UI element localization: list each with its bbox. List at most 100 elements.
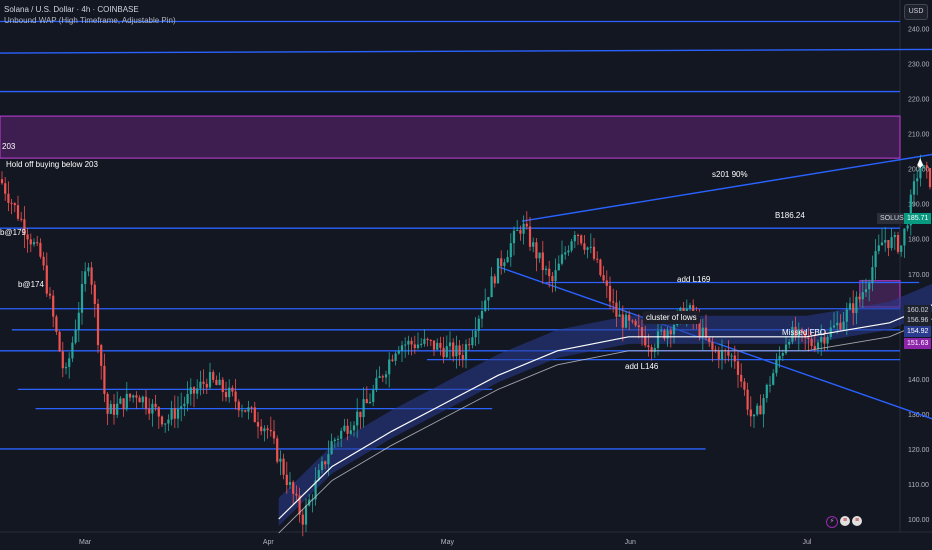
y-tick-label: 220.00 <box>908 97 930 104</box>
annotation-b179: b@179 <box>0 228 26 237</box>
candle-body <box>368 402 372 404</box>
candle-body <box>541 252 544 271</box>
candle-body <box>138 397 141 403</box>
candle-body <box>634 320 637 326</box>
candle-body <box>13 203 16 206</box>
candle-body <box>608 285 612 302</box>
candle-body <box>154 403 157 408</box>
candle-body <box>260 426 263 432</box>
candle-body <box>244 410 247 412</box>
candle-body <box>759 405 762 415</box>
candle-body <box>925 165 928 169</box>
candle-body <box>535 242 538 259</box>
candle-body <box>877 245 880 252</box>
x-tick-label: May <box>441 539 455 546</box>
candle-body <box>372 389 375 403</box>
candle-body <box>532 242 535 247</box>
candle-body <box>4 183 7 194</box>
candle-body <box>564 252 567 255</box>
candle-body <box>493 276 496 284</box>
candle-body <box>359 411 362 418</box>
indicator-title: Unbound WAP (High Timeframe, Adjustable … <box>4 16 176 25</box>
flag-icon[interactable]: ≡ <box>852 516 862 526</box>
candle-body <box>688 305 692 309</box>
candle-body <box>247 407 250 412</box>
candle-body <box>528 226 532 247</box>
candle-body <box>112 404 116 415</box>
candle-body <box>512 230 516 244</box>
candle-body <box>426 338 429 341</box>
candle-body <box>672 324 676 335</box>
candle-body <box>125 393 128 410</box>
candle-body <box>68 358 71 367</box>
candle-body <box>458 345 461 355</box>
candle-body <box>330 441 333 455</box>
x-tick-label: Apr <box>263 539 275 546</box>
candle-body <box>87 267 90 272</box>
candle-body <box>23 219 26 235</box>
candle-body <box>58 331 61 352</box>
candle-body <box>464 344 468 360</box>
candle-body <box>650 347 653 352</box>
candle-body <box>119 398 122 404</box>
candle-body <box>237 401 240 411</box>
candle-body <box>746 389 749 410</box>
candle-body <box>656 331 660 349</box>
candle-body <box>378 376 381 378</box>
candle-body <box>429 340 432 342</box>
candle-body <box>176 408 180 419</box>
candle-body <box>71 342 74 359</box>
currency-button[interactable]: USD <box>904 4 928 20</box>
candle-body <box>272 431 276 439</box>
candle-body <box>416 344 420 349</box>
candle-body <box>599 259 602 276</box>
candle-body <box>852 303 855 314</box>
candle-body <box>167 419 170 424</box>
candle-body <box>618 314 621 317</box>
candle-body <box>304 505 308 525</box>
candle-body <box>490 276 493 298</box>
candle-body <box>813 346 816 350</box>
candle-body <box>468 344 471 346</box>
vwap-lower-line <box>278 318 932 534</box>
candle-body <box>397 350 400 354</box>
flag-icon[interactable]: ≡ <box>840 516 850 526</box>
candle-body <box>128 393 132 398</box>
candle-body <box>711 342 714 350</box>
candle-body <box>669 330 672 335</box>
price-axis-bg <box>900 0 932 550</box>
price-label-154: 154.92 <box>904 326 932 337</box>
y-tick-label: 230.00 <box>908 62 930 69</box>
candle-body <box>743 381 746 390</box>
candle-body <box>186 394 189 404</box>
candle-body <box>503 262 506 267</box>
candle-body <box>621 314 624 328</box>
candle-body <box>589 246 592 248</box>
candle-body <box>509 243 512 258</box>
candle-body <box>576 234 580 236</box>
candle-body <box>752 414 756 417</box>
candle-body <box>519 230 522 234</box>
candle-body <box>109 404 112 414</box>
candle-body <box>234 391 237 402</box>
candle-body <box>816 342 820 350</box>
candle-body <box>858 296 861 300</box>
candle-body <box>103 365 106 394</box>
candle-body <box>612 301 615 303</box>
x-tick-label: Jun <box>625 539 636 546</box>
candle-body <box>474 330 477 338</box>
event-icons[interactable]: ⚡ ≡ ≡ <box>826 516 862 528</box>
candle-body <box>596 258 599 260</box>
candle-body <box>122 398 125 410</box>
candle-body <box>340 430 343 439</box>
candle-body <box>592 246 596 259</box>
candle-body <box>736 361 740 375</box>
candle-body <box>733 355 736 362</box>
lightning-icon[interactable]: ⚡ <box>826 516 838 528</box>
ticker-label: SOLUSD <box>877 213 912 224</box>
candle-body <box>586 247 589 250</box>
candle-body <box>432 340 436 350</box>
candle-body <box>861 292 864 300</box>
